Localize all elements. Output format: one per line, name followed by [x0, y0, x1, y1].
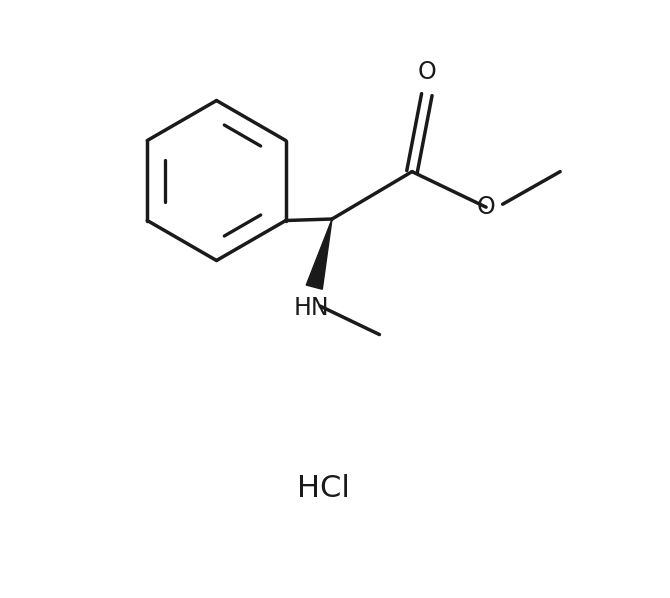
- Text: HCl: HCl: [297, 474, 350, 503]
- Text: O: O: [417, 60, 436, 84]
- Text: HN: HN: [293, 296, 329, 320]
- Polygon shape: [306, 219, 332, 289]
- Text: O: O: [476, 195, 495, 219]
